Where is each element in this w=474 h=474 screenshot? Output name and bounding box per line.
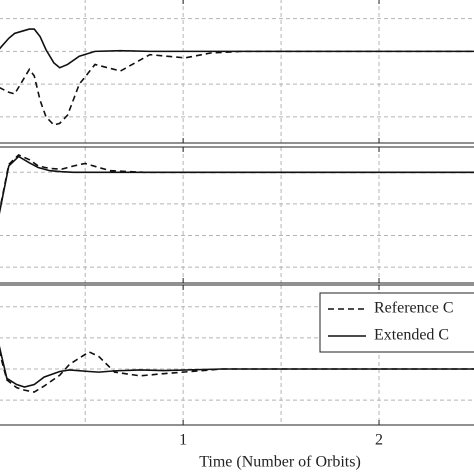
legend-label: Reference C: [374, 300, 454, 317]
axes-frame: [0, 284, 474, 426]
x-axis-label: Time (Number of Orbits): [199, 454, 361, 471]
line-series: [0, 345, 474, 388]
axes-frame: [0, 146, 474, 284]
x-tick-label: 2: [375, 432, 383, 449]
legend-box: [319, 292, 474, 353]
line-series: [0, 350, 474, 393]
line-series: [0, 155, 474, 215]
line-series: [0, 28, 474, 69]
axes-frame: [0, 142, 474, 144]
legend-label: Extended C: [374, 327, 449, 344]
line-series: [0, 50, 474, 126]
x-tick-label: 1: [179, 432, 187, 449]
line-series: [0, 153, 474, 213]
